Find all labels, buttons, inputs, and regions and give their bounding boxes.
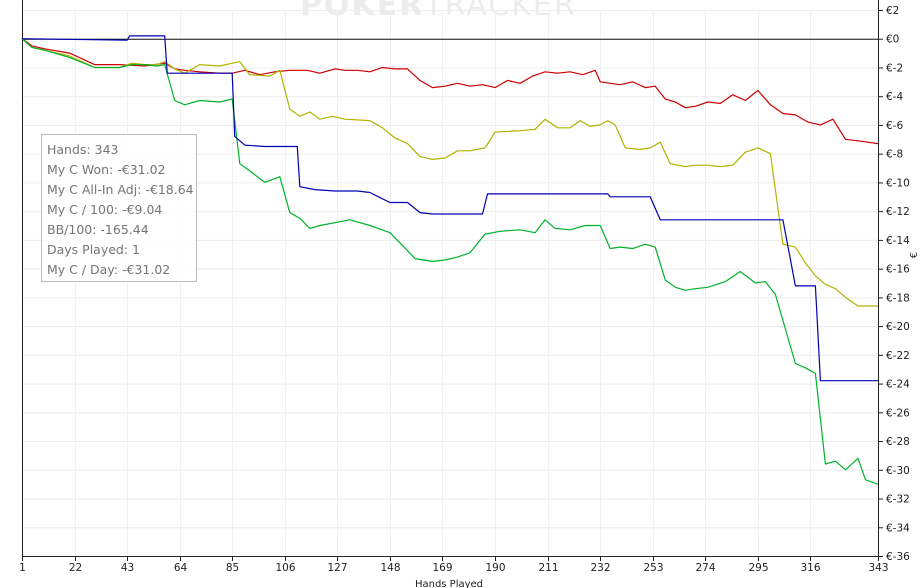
x-tick-label: 148	[380, 562, 400, 574]
x-tick-label: 232	[590, 562, 610, 574]
x-tick-label: 43	[121, 562, 134, 574]
watermark-thin: TRACKER	[424, 0, 577, 23]
stats-box: Hands: 343 My C Won: -€31.02 My C All-In…	[41, 134, 197, 282]
x-axis-title: Hands Played	[415, 579, 483, 588]
series-line-4	[21, 35, 878, 382]
y-tick-label: €-24	[886, 379, 910, 391]
y-tick-label: €-2	[886, 62, 903, 74]
series-line-2	[21, 38, 878, 307]
y-tick-label: €-6	[886, 120, 903, 132]
y-tick-label: €-36	[886, 551, 910, 563]
x-tick-label: 316	[800, 562, 820, 574]
y-tick-label: €0	[886, 34, 899, 46]
y-tick-label: €-10	[886, 177, 910, 189]
stat-per-day: My C / Day: -€31.02	[47, 262, 171, 277]
x-tick-label: 295	[748, 562, 768, 574]
y-tick-label: €-28	[886, 436, 910, 448]
y-tick-label: €-30	[886, 465, 910, 477]
x-tick-label: 253	[643, 562, 663, 574]
x-tick-labels: 1 22 43 64 85 106 127 148 169 190 211 232 253 274 295 3…	[19, 562, 888, 574]
y-tick-label: €-34	[886, 522, 910, 534]
series-line-1	[21, 38, 879, 145]
stat-hands: Hands: 343	[47, 142, 119, 157]
x-tick-label: 274	[695, 562, 715, 574]
stat-won: My C Won: -€31.02	[47, 162, 166, 177]
y-tick-label: €2	[886, 5, 899, 17]
x-tick-label: 85	[226, 562, 239, 574]
x-tick-label: 343	[868, 562, 888, 574]
y-axis-title: €	[909, 252, 920, 258]
x-tick-label: 169	[432, 562, 452, 574]
chart-series	[21, 35, 879, 485]
y-tick-label: €-20	[886, 321, 910, 333]
pokertracker-watermark: POKERTRACKER	[300, 0, 577, 23]
x-tick-label: 106	[275, 562, 295, 574]
y-tick-label: €-26	[886, 407, 910, 419]
y-tick-label: €-16	[886, 264, 910, 276]
y-tick-labels: €2 €0 €-2 €-4 €-6 €-8 €-10 €-12 €-14 €-16 €-18 €-20…	[886, 5, 910, 563]
x-tick-label: 127	[327, 562, 347, 574]
y-tick-label: €-8	[886, 149, 903, 161]
x-tick-label: 211	[538, 562, 558, 574]
watermark-bold: POKER	[300, 0, 425, 23]
x-tick-label: 64	[174, 562, 188, 574]
y-tick-label: €-18	[886, 292, 910, 304]
series-line-3	[21, 38, 879, 485]
stat-bb-100: BB/100: -165.44	[47, 222, 149, 237]
x-tick-label: 1	[19, 562, 26, 574]
stat-per-100: My C / 100: -€9.04	[47, 202, 163, 217]
stat-days-played: Days Played: 1	[47, 242, 140, 257]
y-tick-label: €-12	[886, 206, 910, 218]
y-tick-label: €-4	[886, 91, 903, 103]
x-tick-label: 190	[485, 562, 505, 574]
stat-allin-adj: My C All-In Adj: -€18.64	[47, 182, 194, 197]
y-tick-label: €-22	[886, 350, 910, 362]
y-tick-label: €-32	[886, 494, 910, 506]
x-tick-label: 22	[69, 562, 82, 574]
chart-grid	[22, 10, 879, 557]
y-tick-label: €-14	[886, 235, 910, 247]
